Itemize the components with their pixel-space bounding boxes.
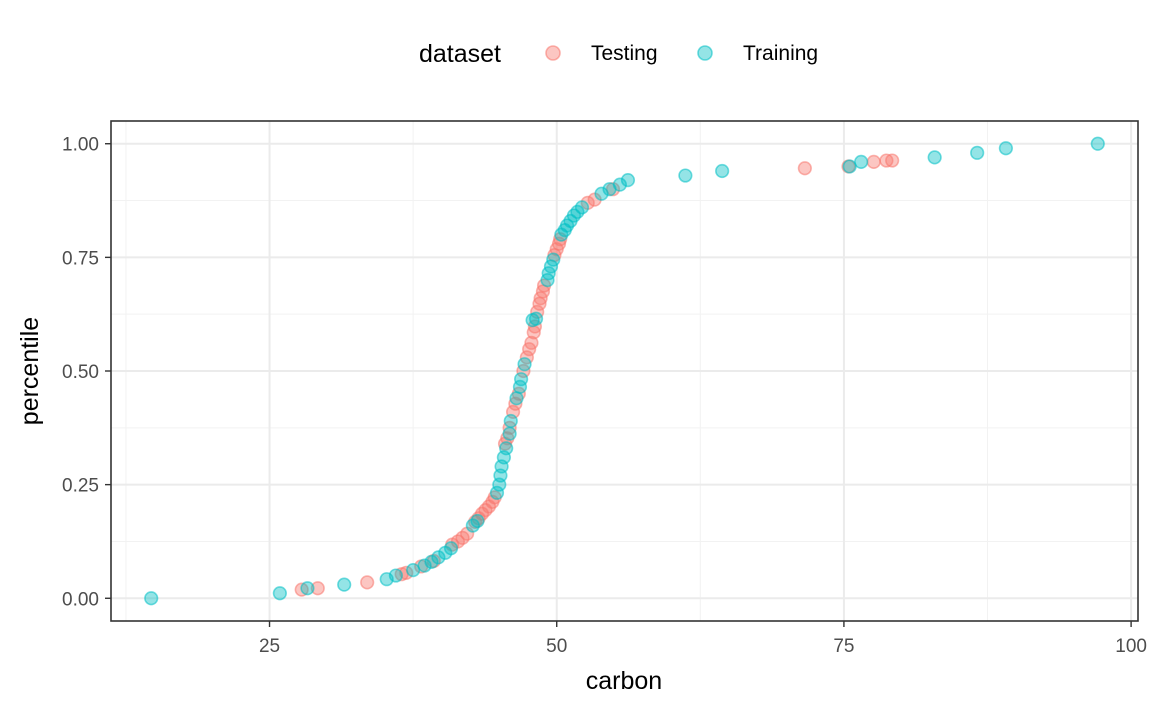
data-point xyxy=(715,163,730,179)
y-tick-label: 1.00 xyxy=(62,135,99,156)
data-point xyxy=(300,581,315,596)
data-point xyxy=(866,154,881,170)
data-point xyxy=(272,586,287,601)
x-tick-label: 100 xyxy=(1115,636,1147,657)
data-point xyxy=(514,372,529,387)
legend-label: Testing xyxy=(591,42,658,65)
legend-key xyxy=(697,45,713,61)
data-point xyxy=(1090,136,1105,151)
legend-key xyxy=(545,45,561,61)
data-point xyxy=(524,335,539,350)
data-point xyxy=(417,558,432,573)
x-axis: 25 50 75 100 xyxy=(259,621,1147,657)
data-point xyxy=(970,145,985,160)
data-point xyxy=(574,200,590,215)
data-point xyxy=(594,186,609,201)
y-tick-label: 0.75 xyxy=(62,248,99,269)
legend-item-testing: Testing xyxy=(545,42,658,65)
data-point xyxy=(678,168,693,183)
y-tick-label: 0.00 xyxy=(62,589,99,610)
data-point xyxy=(310,581,325,596)
x-tick-label: 75 xyxy=(833,636,854,657)
legend-item-training: Training xyxy=(697,42,818,65)
legend-label: Training xyxy=(743,42,818,65)
data-point xyxy=(797,161,812,176)
data-point xyxy=(854,154,869,170)
data-point xyxy=(503,413,518,429)
y-tick-label: 0.50 xyxy=(62,362,99,383)
data-point xyxy=(998,141,1013,156)
x-tick-label: 50 xyxy=(546,636,567,657)
data-point xyxy=(528,311,544,326)
data-point xyxy=(470,513,485,529)
legend: dataset Testing Training xyxy=(419,40,818,68)
data-point xyxy=(337,577,352,592)
data-point xyxy=(620,172,636,188)
x-tick-label: 25 xyxy=(259,636,280,657)
data-point xyxy=(144,591,159,606)
data-points xyxy=(144,136,1105,606)
y-axis-title: percentile xyxy=(16,317,44,425)
data-point xyxy=(517,357,532,372)
legend-title: dataset xyxy=(419,40,501,68)
data-point xyxy=(360,575,375,590)
data-point xyxy=(489,485,505,500)
data-point xyxy=(424,554,439,570)
data-point xyxy=(546,252,561,267)
data-point xyxy=(927,150,942,165)
y-tick-label: 0.25 xyxy=(62,476,99,497)
data-point xyxy=(612,177,628,192)
data-point xyxy=(502,426,517,441)
series-training xyxy=(144,136,1105,606)
data-point xyxy=(443,541,459,556)
data-point xyxy=(431,550,446,565)
y-axis: 0.00 0.25 0.50 0.75 1.00 xyxy=(62,135,111,610)
major-gridlines xyxy=(111,121,1138,621)
data-point xyxy=(499,441,514,456)
data-point xyxy=(885,153,900,168)
x-axis-title: carbon xyxy=(586,667,662,695)
data-point xyxy=(388,568,403,583)
